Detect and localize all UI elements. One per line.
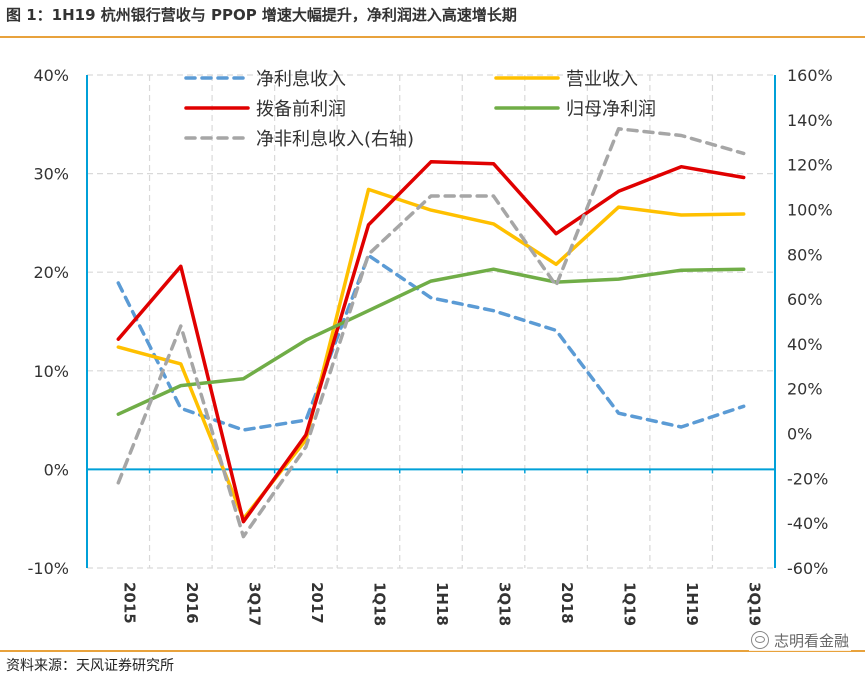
x-tick-label: 2018 [558,582,576,624]
x-tick-label: 1H19 [683,582,701,626]
right-tick-label: 100% [787,200,833,219]
left-tick-label: -10% [28,559,69,578]
x-tick-label: 2016 [183,582,201,624]
axis-layer: -10% 0% 10% 20% 30% 40% -60% -40% -20% 0% 20% 40% 60… [28,66,833,626]
wechat-icon [750,631,769,649]
left-tick-label: 0% [44,460,69,479]
x-tick-label: 3Q18 [496,582,514,626]
x-tick-label: 1H18 [433,582,451,626]
right-tick-label: -20% [787,469,828,488]
right-tick-label: 40% [787,335,823,354]
left-tick-label: 30% [33,165,69,184]
x-tick-label: 3Q17 [245,582,263,626]
series-line [116,253,746,432]
right-tick-label: 140% [787,111,833,130]
right-tick-label: -60% [787,559,828,578]
right-tick-label: 160% [787,66,833,85]
legend-label: 拨备前利润 [256,99,346,120]
x-tick-label: 3Q19 [746,582,764,626]
footer-divider [0,650,865,652]
right-tick-label: -40% [787,514,828,533]
chart-title: 图 1：1H19 杭州银行营收与 PPOP 增速大幅提升，净利润进入高速增长期 [6,6,517,24]
x-tick-label: 1Q18 [370,582,388,626]
legend-label: 归母净利润 [566,99,656,120]
x-tick-label: 2017 [308,582,326,624]
series-line [116,160,746,524]
right-tick-label: 120% [787,156,833,175]
right-tick-label: 0% [787,425,812,444]
series-layer [116,127,746,539]
grid-layer [87,74,775,569]
series-line [116,127,746,539]
title-divider [0,36,865,38]
watermark: 志明看金融 [748,630,851,651]
right-tick-label: 60% [787,290,823,309]
x-tick-label: 1Q19 [621,582,639,626]
legend-label: 净利息收入 [256,69,346,90]
left-tick-label: 40% [33,66,69,85]
series-line [116,267,746,416]
watermark-text: 志明看金融 [773,632,849,650]
left-tick-label: 20% [33,263,69,282]
x-tick-label: 2015 [120,582,138,624]
series-line [116,187,746,521]
legend-label: 净非利息收入(右轴) [256,129,414,150]
left-tick-label: 10% [33,362,69,381]
right-tick-label: 80% [787,245,823,264]
line-chart: -10% 0% 10% 20% 30% 40% -60% -40% -20% 0% 20% 40% 60… [28,66,833,626]
right-tick-label: 20% [787,380,823,399]
legend-label: 营业收入 [566,69,638,90]
source-note: 资料来源：天风证券研究所 [6,658,174,674]
